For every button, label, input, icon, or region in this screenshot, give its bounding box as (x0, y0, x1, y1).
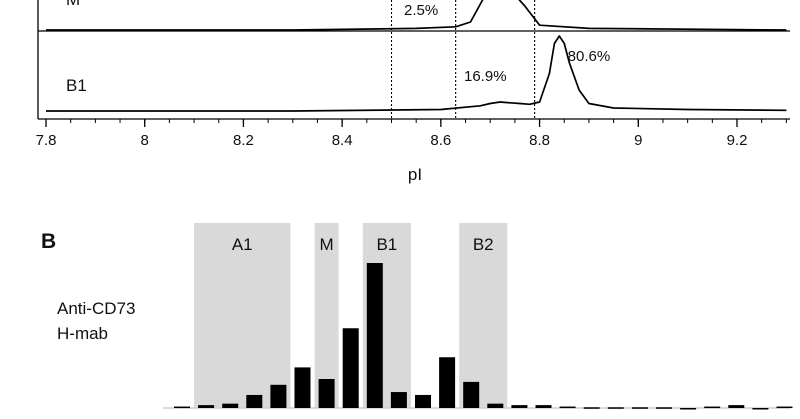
bar (559, 406, 576, 409)
panel-b-bar-chart: B A1 M B1 B2 Anti-CD73 H-mab (41, 223, 793, 410)
bar (318, 379, 335, 408)
peak-label: 80.6% (568, 48, 611, 65)
region-b2 (459, 223, 508, 408)
bar (656, 407, 672, 409)
bar (631, 407, 648, 409)
panel-label-b: B (41, 230, 56, 253)
bar (366, 263, 383, 408)
x-tick-label: 9.2 (727, 132, 748, 149)
trace-b1 (46, 35, 787, 112)
bar (535, 405, 552, 408)
bar (390, 392, 407, 408)
bars (174, 263, 793, 410)
x-tick-label: 8.4 (332, 132, 353, 149)
bar (583, 407, 600, 409)
x-tick-label: 8 (141, 132, 149, 149)
peak-labels: 2.5% 16.9% 80.6% (404, 2, 610, 85)
trace-label-b1: B1 (66, 76, 87, 95)
bar (198, 405, 215, 408)
region-label: B2 (473, 235, 494, 254)
bar (174, 406, 190, 409)
bar (439, 357, 456, 408)
x-tick-label: 8.8 (529, 132, 550, 149)
shaded-regions: A1 M B1 B2 (194, 223, 508, 408)
bar (680, 408, 697, 410)
bar (728, 405, 745, 408)
bar (342, 328, 359, 408)
bar (270, 384, 287, 408)
peak-label: 16.9% (464, 68, 507, 85)
bar (246, 394, 263, 408)
region-label: B1 (376, 235, 397, 254)
region-a1 (194, 223, 291, 408)
x-axis-ticks: 7.8 8 8.2 8.4 8.6 8.8 9 9.2 (36, 119, 787, 149)
region-m (314, 223, 339, 408)
bar (704, 406, 721, 409)
peak-label: 2.5% (404, 2, 438, 19)
series-label-line1: Anti-CD73 (57, 299, 135, 318)
panel-a-chromatogram: 7.8 8 8.2 8.4 8.6 8.8 9 9.2 M B1 2.5% 16.9% 80.6%… (36, 0, 790, 184)
bar (222, 403, 239, 408)
x-tick-label: 7.8 (36, 132, 57, 149)
region-label: A1 (232, 235, 253, 254)
trace-m (46, 0, 787, 31)
bar (607, 407, 624, 409)
traces (46, 0, 787, 112)
bar (776, 406, 793, 409)
trace-label-m: M (66, 0, 80, 9)
bar (463, 381, 480, 408)
x-axis-label: pI (408, 165, 422, 184)
series-label-line2: H-mab (57, 324, 108, 343)
bar (415, 394, 431, 408)
bar (294, 367, 311, 408)
x-tick-label: 8.2 (233, 132, 254, 149)
region-label: M (320, 235, 334, 254)
bar (487, 403, 504, 408)
x-tick-label: 9 (634, 132, 642, 149)
x-tick-label: 8.6 (430, 132, 451, 149)
bar (511, 405, 528, 408)
bar (752, 408, 769, 410)
